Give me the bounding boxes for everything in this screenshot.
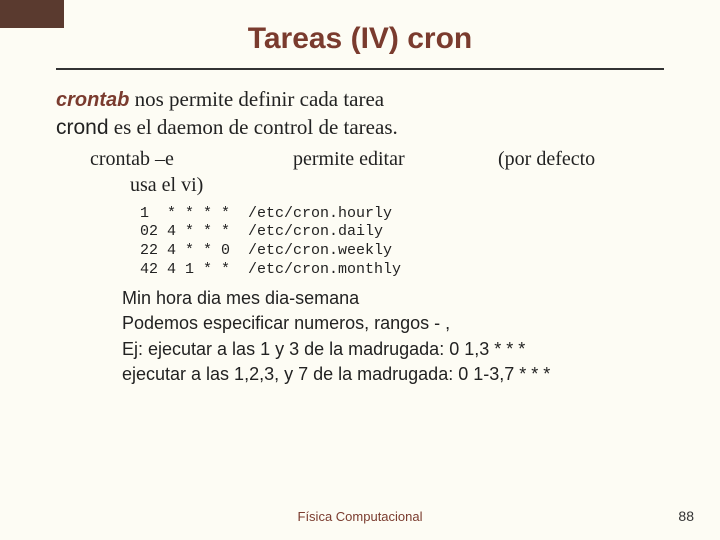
note-fields: Min hora dia mes dia-semana	[122, 286, 664, 312]
notes-block: Min hora dia mes dia-semana Podemos espe…	[56, 286, 664, 388]
line-crontab: crontab nos permite definir cada tarea	[56, 86, 664, 114]
cron-row: 02 4 * * * /etc/cron.daily	[140, 223, 383, 240]
corner-accent	[0, 0, 64, 28]
edit-sub: usa el vi)	[56, 173, 664, 199]
note-ex1: Ej: ejecutar a las 1 y 3 de la madrugada…	[122, 337, 664, 363]
line-crond-rest: es el daemon de control de tareas.	[109, 115, 398, 139]
edit-line: crontab –e permite editar (por defecto	[56, 147, 664, 173]
edit-cmd: crontab –e	[90, 147, 288, 173]
keyword-crontab: crontab	[56, 89, 129, 111]
title-rule	[56, 68, 664, 70]
cron-row: 1 * * * * /etc/cron.hourly	[140, 205, 392, 222]
slide: Tareas (IV) cron crontab nos permite def…	[0, 0, 720, 540]
line-crond: crond es el daemon de control de tareas.	[56, 114, 664, 142]
cron-row: 42 4 1 * * /etc/cron.monthly	[140, 261, 401, 278]
cron-code-block: 1 * * * * /etc/cron.hourly 02 4 * * * /e…	[56, 199, 664, 286]
note-ranges: Podemos especificar numeros, rangos - ,	[122, 311, 664, 337]
keyword-crond: crond	[56, 116, 109, 139]
slide-title: Tareas (IV) cron	[0, 0, 720, 68]
footer-title: Física Computacional	[0, 509, 720, 524]
note-ex2: ejecutar a las 1,2,3, y 7 de la madrugad…	[122, 362, 664, 388]
edit-paren: (por defecto	[498, 147, 595, 173]
edit-desc: permite editar	[293, 147, 493, 173]
slide-body: crontab nos permite definir cada tarea c…	[0, 86, 720, 388]
cron-row: 22 4 * * 0 /etc/cron.weekly	[140, 242, 392, 259]
page-number: 88	[678, 508, 694, 524]
line-crontab-rest: nos permite definir cada tarea	[129, 87, 384, 111]
